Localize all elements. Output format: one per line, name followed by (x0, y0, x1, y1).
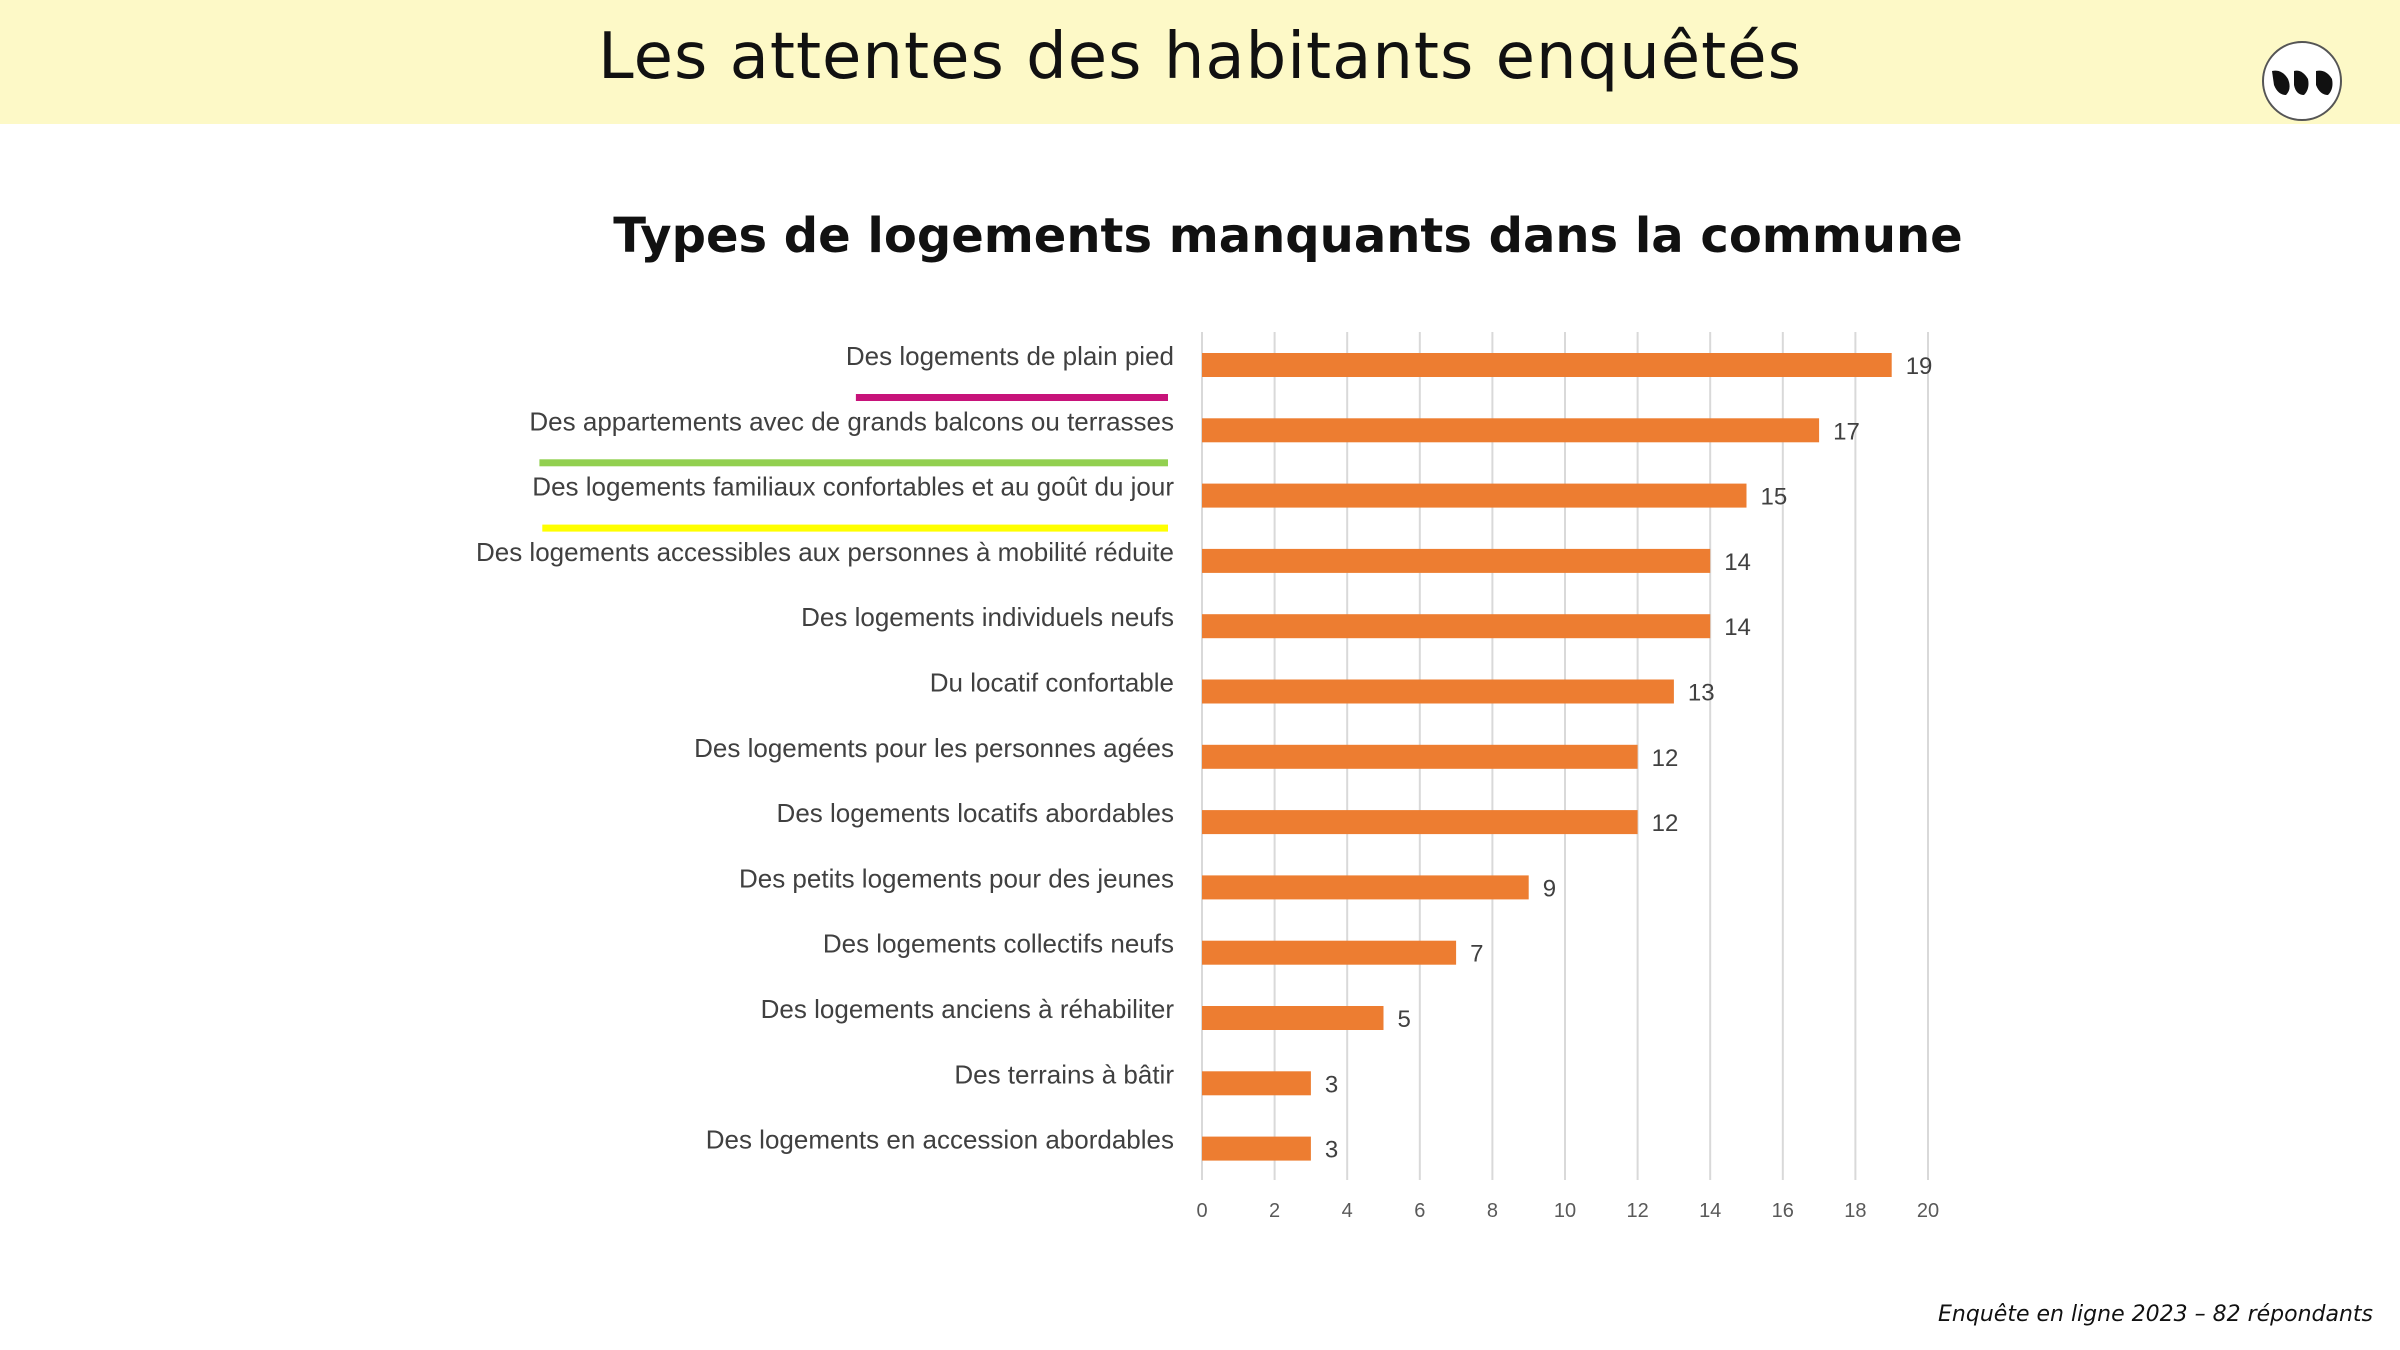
category-label: Des logements en accession abordables (706, 1125, 1174, 1155)
bar (1202, 418, 1820, 443)
bar-value-label: 12 (1652, 745, 1679, 772)
x-tick-label: 12 (1626, 1200, 1648, 1222)
category-label: Des logements individuels neufs (801, 602, 1174, 632)
category-highlight-underline (539, 459, 1168, 467)
bar (1202, 744, 1638, 769)
bar-value-label: 7 (1470, 941, 1483, 968)
bar-value-label: 14 (1724, 614, 1751, 641)
category-label: Des logements accessibles aux personnes … (476, 537, 1174, 567)
bar (1202, 353, 1892, 377)
bar-value-label: 19 (1906, 353, 1933, 380)
category-label: Des logements familiaux confortables et … (532, 472, 1174, 502)
category-label: Des logements pour les personnes agées (694, 733, 1174, 763)
category-highlight-underline (542, 524, 1168, 532)
bar-value-label: 5 (1398, 1006, 1411, 1033)
category-label: Des logements anciens à réhabiliter (761, 994, 1175, 1024)
category-label: Des petits logements pour des jeunes (739, 863, 1174, 893)
bar-value-label: 12 (1652, 810, 1679, 837)
bar-value-label: 15 (1761, 484, 1788, 511)
brand-logo (2262, 41, 2342, 121)
bar (1202, 810, 1638, 835)
x-tick-label: 14 (1699, 1200, 1721, 1222)
bar-value-label: 3 (1325, 1137, 1338, 1164)
x-tick-label: 6 (1414, 1200, 1425, 1222)
survey-source-note: Enquête en ligne 2023 – 82 répondants (1938, 1302, 2373, 1327)
header-banner (0, 0, 2400, 124)
x-tick-label: 18 (1844, 1200, 1866, 1222)
page-title: Les attentes des habitants enquêtés (598, 20, 1802, 94)
bar (1202, 940, 1457, 965)
logo-icon (2272, 70, 2333, 95)
category-label: Des terrains à bâtir (954, 1059, 1174, 1089)
bar (1202, 483, 1747, 508)
bar (1202, 875, 1529, 900)
x-tick-label: 4 (1342, 1200, 1353, 1222)
x-tick-label: 0 (1196, 1200, 1207, 1222)
bar (1202, 1071, 1311, 1096)
x-tick-label: 20 (1917, 1200, 1939, 1222)
category-label: Du locatif confortable (930, 668, 1174, 698)
x-tick-label: 16 (1772, 1200, 1794, 1222)
bar (1202, 1136, 1311, 1161)
bar-value-label: 13 (1688, 680, 1715, 707)
bar (1202, 679, 1674, 704)
x-tick-label: 10 (1554, 1200, 1576, 1222)
bar-value-label: 9 (1543, 875, 1556, 902)
x-tick-label: 2 (1269, 1200, 1280, 1222)
category-highlight-underline (855, 394, 1168, 401)
bar-value-label: 14 (1724, 549, 1751, 576)
x-tick-label: 8 (1487, 1200, 1498, 1222)
category-label: Des logements locatifs abordables (777, 798, 1174, 828)
bar (1202, 1006, 1384, 1030)
chart-title: Types de logements manquants dans la com… (613, 208, 1962, 264)
bar-value-label: 17 (1833, 418, 1860, 445)
category-label: Des appartements avec de grands balcons … (529, 406, 1174, 436)
bar (1202, 614, 1711, 639)
category-label: Des logements collectifs neufs (823, 929, 1174, 959)
bar (1202, 548, 1711, 573)
category-label: Des logements de plain pied (846, 341, 1174, 371)
bar-value-label: 3 (1325, 1071, 1338, 1098)
